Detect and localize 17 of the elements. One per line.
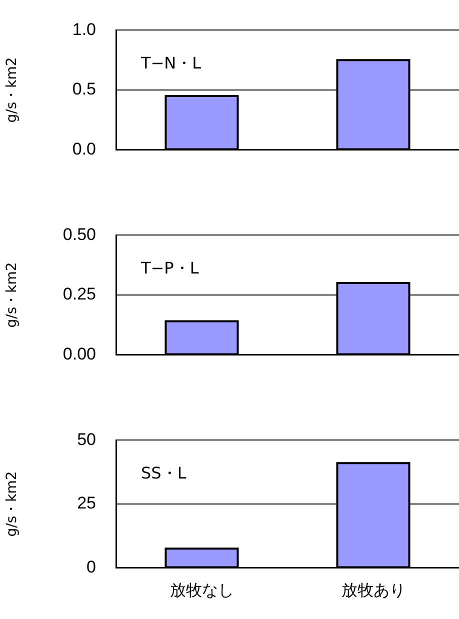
x-tick-label: 放牧あり bbox=[341, 580, 406, 600]
y-tick-label: 0.25 bbox=[62, 284, 96, 304]
y-axis-title: g/s・km2 bbox=[4, 57, 20, 123]
y-tick-label: 0.00 bbox=[62, 344, 96, 364]
y-axis-title: g/s・km2 bbox=[4, 262, 20, 328]
y-tick-label: 1.0 bbox=[72, 20, 96, 39]
annotation: T−P・L bbox=[140, 258, 199, 278]
y-tick-label: 25 bbox=[77, 494, 96, 513]
x-tick-label: 放牧なし bbox=[170, 580, 234, 600]
annotation: T−N・L bbox=[140, 53, 202, 72]
annotation: SS・L bbox=[141, 463, 186, 482]
y-axis-title: g/s・km2 bbox=[4, 471, 20, 537]
y-tick-label: 0.5 bbox=[72, 80, 96, 99]
y-tick-label: 0 bbox=[86, 557, 96, 576]
y-tick-label: 0.50 bbox=[62, 224, 96, 244]
y-tick-label: 0.0 bbox=[72, 139, 96, 158]
y-tick-label: 50 bbox=[77, 430, 96, 449]
